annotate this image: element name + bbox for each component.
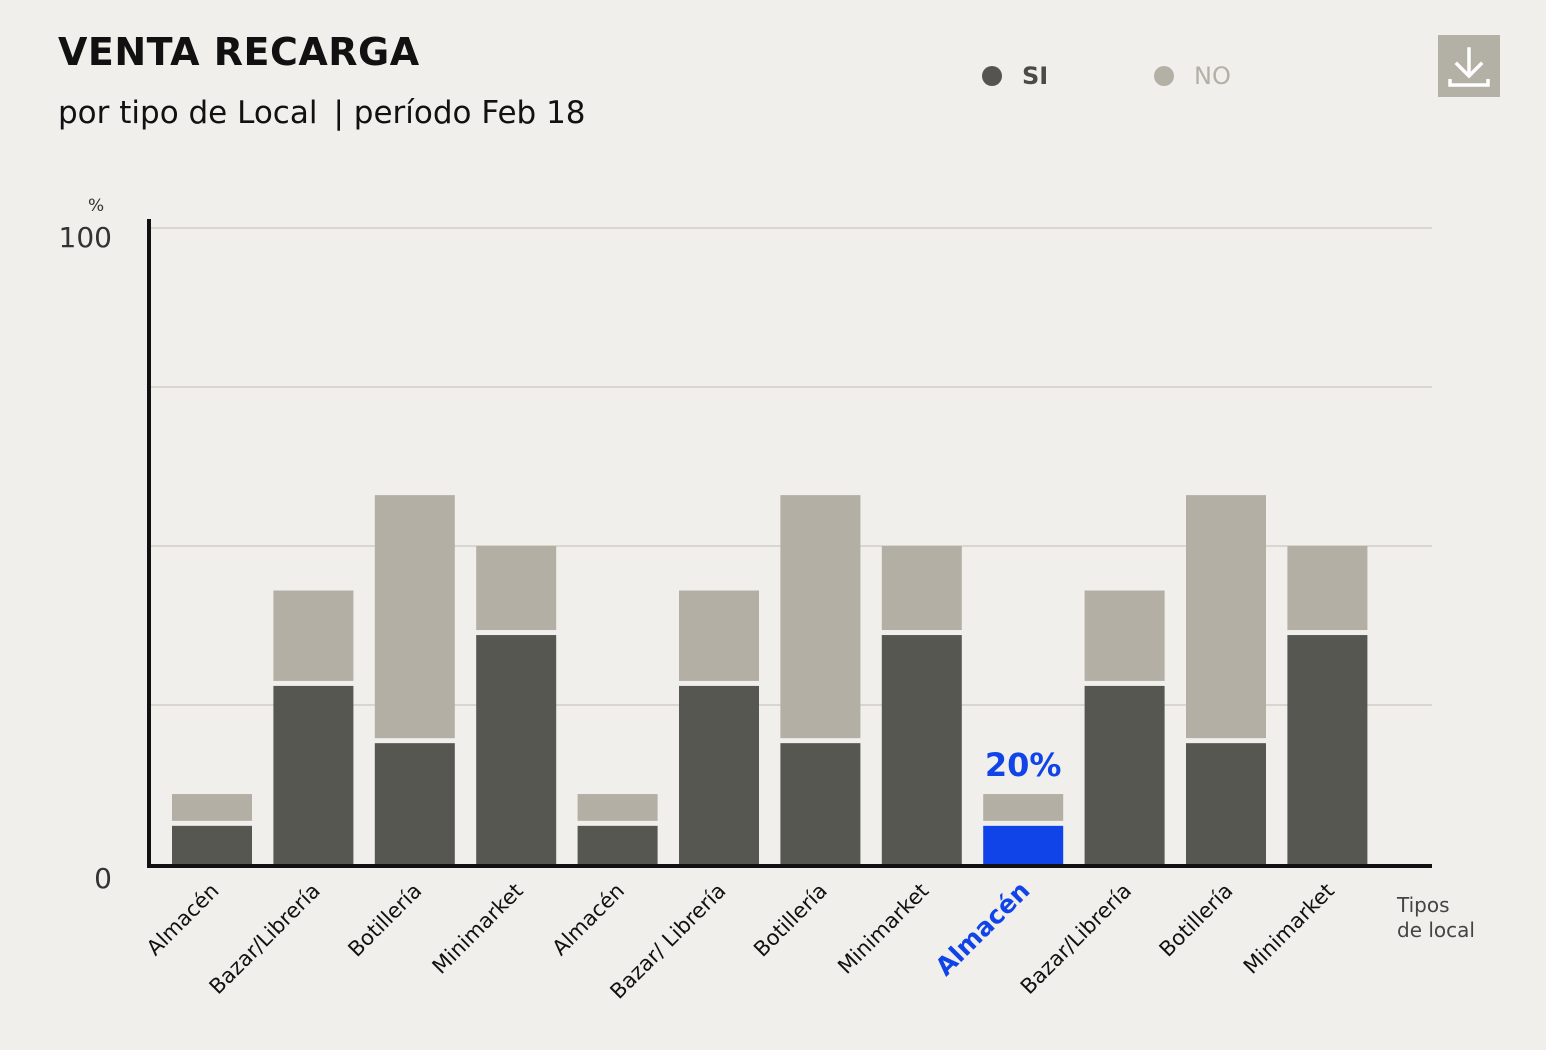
- bar-no-10[interactable]: [1084, 590, 1165, 681]
- subtitle-main: por tipo de Local: [58, 95, 318, 131]
- bar-layer: [172, 495, 1368, 864]
- x-tick-label-8: Minimarket: [833, 879, 933, 979]
- bar-si-9[interactable]: [983, 825, 1064, 864]
- bar-si-8[interactable]: [881, 635, 962, 864]
- bar-si-3[interactable]: [374, 743, 455, 864]
- legend-item-si[interactable]: SI: [982, 62, 1048, 90]
- bar-si-10[interactable]: [1084, 685, 1165, 864]
- x-axis-label-line-2: de local: [1397, 918, 1475, 942]
- bar-si-12[interactable]: [1287, 635, 1368, 864]
- y-axis-unit: %: [88, 196, 104, 216]
- bar-no-1[interactable]: [172, 794, 252, 821]
- bar-no-3[interactable]: [374, 495, 455, 739]
- bar-si-2[interactable]: [273, 685, 354, 864]
- bar-si-11[interactable]: [1186, 743, 1266, 864]
- highlight-value-label: 20%: [985, 746, 1062, 784]
- legend-swatch-no: [1154, 66, 1174, 86]
- legend-item-no[interactable]: NO: [1154, 62, 1231, 90]
- bar-si-7[interactable]: [780, 743, 861, 864]
- legend-label-si: SI: [1022, 62, 1049, 90]
- bar-no-4[interactable]: [476, 546, 557, 631]
- x-tick-label-12: Minimarket: [1239, 879, 1339, 979]
- chart-title: VENTA RECARGA: [58, 30, 420, 74]
- x-axis-label: Tipos de local: [1396, 893, 1475, 942]
- y-tick-label-bottom: 0: [94, 862, 112, 895]
- bar-no-6[interactable]: [679, 590, 759, 681]
- x-tick-label-3: Botillería: [343, 879, 426, 962]
- bar-no-9[interactable]: [983, 794, 1064, 821]
- bar-no-2[interactable]: [273, 590, 354, 681]
- legend-label-no: NO: [1194, 62, 1231, 90]
- x-axis-label-line-1: Tipos: [1396, 893, 1450, 917]
- bar-no-5[interactable]: [577, 794, 658, 821]
- x-tick-label-4: Minimarket: [428, 879, 528, 979]
- bar-no-7[interactable]: [780, 495, 861, 739]
- bar-si-4[interactable]: [476, 635, 557, 864]
- axis-layer: % 100 0 Tipos de local: [59, 196, 1475, 942]
- bar-no-12[interactable]: [1287, 546, 1368, 631]
- bar-no-8[interactable]: [881, 546, 962, 631]
- download-icon: [1448, 47, 1490, 87]
- legend-swatch-si: [982, 66, 1002, 86]
- x-tick-label-9: Almacén: [930, 876, 1036, 982]
- x-tick-label-7: Botillería: [749, 879, 832, 962]
- bar-no-11[interactable]: [1186, 495, 1266, 739]
- download-button[interactable]: [1438, 35, 1500, 97]
- chart-subtitle: por tipo de Local | período Feb 18: [58, 95, 586, 131]
- x-tick-label-5: Almacén: [548, 879, 630, 961]
- bar-si-1[interactable]: [172, 825, 252, 864]
- x-tick-label-2: Bazar/Librería: [205, 879, 325, 999]
- bar-si-5[interactable]: [577, 825, 658, 864]
- y-tick-label-top: 100: [59, 221, 112, 254]
- bar-si-6[interactable]: [679, 685, 759, 864]
- subtitle-period: | período Feb 18: [333, 95, 586, 131]
- x-tick-label-11: Botillería: [1155, 879, 1238, 962]
- x-tick-label-1: Almacén: [142, 879, 224, 961]
